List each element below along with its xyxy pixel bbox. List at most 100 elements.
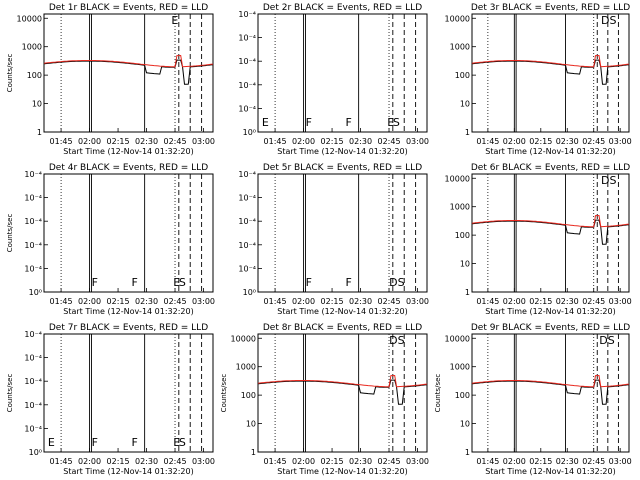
y-axis-label: Counts/sec (6, 214, 14, 253)
panel-title: Det 8r BLACK = Events, RED = LLD (263, 323, 422, 333)
x-tick-label: 02:45 (163, 297, 186, 306)
y-tick-label: 100 (241, 391, 256, 400)
x-tick-label: 03:00 (192, 457, 215, 466)
series-events (471, 379, 630, 405)
x-tick-label: 01:45 (476, 457, 499, 466)
x-tick-label: 02:15 (107, 457, 130, 466)
plot-frame (471, 13, 630, 133)
y-tick-label: 10000 (17, 14, 42, 23)
y-tick-label: 10⁻⁴ (24, 377, 42, 386)
y-tick-label: 10⁻⁴ (238, 10, 256, 19)
event-marker-label: F (345, 116, 351, 129)
x-axis-label: Start Time (12-Nov-14 01:32:20) (485, 467, 615, 476)
x-tick-label: 02:30 (349, 137, 372, 146)
series-lld (257, 374, 428, 388)
panel-title: Det 7r BLACK = Events, RED = LLD (49, 323, 208, 333)
x-tick-label: 01:45 (476, 137, 499, 146)
y-tick-label: 100 (27, 71, 42, 80)
plot-frame (257, 13, 428, 133)
x-tick-label: 02:15 (529, 457, 552, 466)
y-axis-label: Counts/sec (6, 54, 14, 93)
x-tick-label: 01:45 (264, 457, 287, 466)
x-axis-label: Start Time (12-Nov-14 01:32:20) (277, 467, 407, 476)
x-tick-label: 02:45 (582, 137, 605, 146)
y-axis-label: Counts/sec (434, 374, 442, 413)
event-marker-label: E (262, 116, 269, 129)
y-tick-label: 10⁻⁴ (24, 354, 42, 363)
x-axis-label: Start Time (12-Nov-14 01:32:20) (63, 307, 193, 316)
series-lld (471, 374, 630, 388)
y-tick-label: 1000 (450, 43, 470, 52)
x-tick-label: 02:00 (292, 297, 315, 306)
y-tick-label: 10⁻⁴ (238, 104, 256, 113)
x-tick-label: 02:00 (292, 457, 315, 466)
event-marker-label: DS (389, 276, 404, 289)
event-marker-label: F (345, 276, 351, 289)
y-tick-label: 1 (465, 448, 470, 457)
series-events (471, 219, 630, 245)
x-tick-label: 02:45 (582, 297, 605, 306)
y-axis-label: Counts/sec (6, 374, 14, 413)
x-tick-label: 02:45 (582, 457, 605, 466)
y-tick-label: 100 (455, 391, 470, 400)
x-tick-label: 03:00 (406, 137, 429, 146)
event-marker-label: E (387, 116, 394, 129)
panel-title: Det 1r BLACK = Events, RED = LLD (49, 3, 208, 13)
y-tick-label: 1000 (450, 203, 470, 212)
x-tick-label: 02:45 (163, 137, 186, 146)
y-tick-label: 10 (246, 420, 256, 429)
x-tick-label: 02:30 (556, 457, 579, 466)
y-tick-label: 10⁻⁴ (24, 194, 42, 203)
plot-frame (471, 173, 630, 293)
x-axis-label: Start Time (12-Nov-14 01:32:20) (277, 307, 407, 316)
x-tick-label: 02:15 (107, 297, 130, 306)
event-marker-label: DS (601, 14, 616, 27)
x-tick-label: 01:45 (476, 297, 499, 306)
event-marker-label: S (179, 276, 186, 289)
x-tick-label: 01:45 (264, 297, 287, 306)
plot-frame (257, 173, 428, 293)
event-marker-label: DS (599, 334, 614, 347)
event-marker-label: F (306, 276, 312, 289)
series-lld (43, 54, 214, 68)
y-tick-label: 10⁻⁴ (24, 241, 42, 250)
y-tick-label: 100 (455, 71, 470, 80)
event-marker-label: E (171, 14, 178, 27)
panel-det-7: Det 7r BLACK = Events, RED = LLD 10⁰ 10⁻⁴ 1… (6, 323, 215, 476)
x-tick-label: 02:15 (321, 297, 344, 306)
y-tick-label: 10⁻⁴ (238, 34, 256, 43)
x-tick-label: 02:00 (503, 457, 526, 466)
event-marker-label: S (393, 116, 400, 129)
y-tick-label: 10⁻⁴ (238, 264, 256, 273)
x-tick-label: 01:45 (264, 137, 287, 146)
y-tick-label: 10⁻⁴ (238, 194, 256, 203)
x-tick-label: 02:45 (377, 297, 400, 306)
plot-frame (257, 333, 428, 453)
y-tick-label: 10 (460, 260, 470, 269)
y-tick-label: 10 (32, 100, 42, 109)
panel-det-1: Det 1r BLACK = Events, RED = LLD 1 10 100 10… (6, 3, 215, 156)
y-tick-label: 10000 (231, 334, 256, 343)
panel-title: Det 4r BLACK = Events, RED = LLD (49, 163, 208, 173)
x-tick-label: 02:30 (556, 137, 579, 146)
y-tick-label: 10⁰ (29, 448, 42, 457)
series-lld (471, 54, 630, 68)
x-axis-label: Start Time (12-Nov-14 01:32:20) (63, 147, 193, 156)
y-tick-label: 10⁰ (29, 288, 42, 297)
y-tick-label: 1000 (236, 363, 256, 372)
x-tick-label: 02:15 (321, 137, 344, 146)
y-tick-label: 10⁻⁴ (238, 217, 256, 226)
y-tick-label: 10⁻⁴ (238, 81, 256, 90)
x-tick-label: 02:00 (78, 137, 101, 146)
y-tick-label: 10⁻⁴ (24, 424, 42, 433)
event-marker-label: DS (389, 334, 404, 347)
y-tick-label: 100 (455, 231, 470, 240)
x-tick-label: 03:00 (192, 137, 215, 146)
x-tick-label: 02:45 (163, 457, 186, 466)
y-tick-label: 10 (460, 100, 470, 109)
x-axis-label: Start Time (12-Nov-14 01:32:20) (485, 147, 615, 156)
x-tick-label: 03:00 (609, 137, 632, 146)
y-tick-label: 10⁻⁴ (24, 170, 42, 179)
series-events (471, 59, 630, 85)
